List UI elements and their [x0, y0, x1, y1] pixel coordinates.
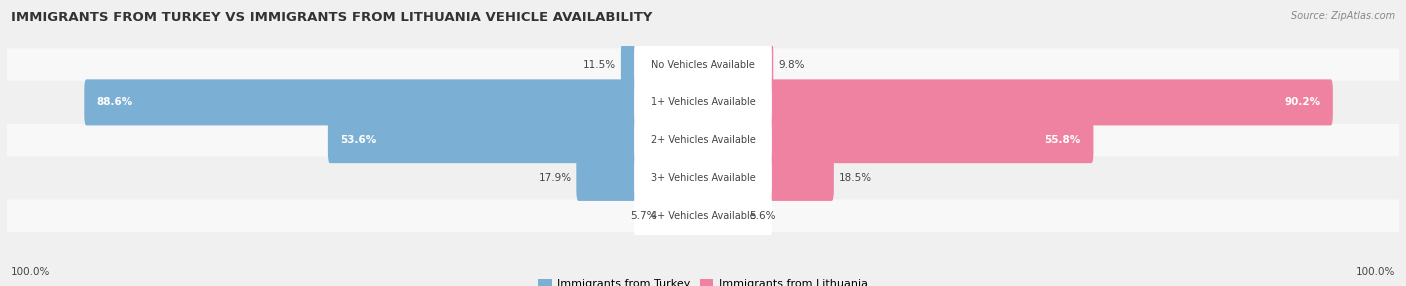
Legend: Immigrants from Turkey, Immigrants from Lithuania: Immigrants from Turkey, Immigrants from … — [538, 279, 868, 286]
FancyBboxPatch shape — [84, 79, 704, 126]
Text: 17.9%: 17.9% — [538, 173, 571, 183]
FancyBboxPatch shape — [702, 192, 744, 239]
Text: IMMIGRANTS FROM TURKEY VS IMMIGRANTS FROM LITHUANIA VEHICLE AVAILABILITY: IMMIGRANTS FROM TURKEY VS IMMIGRANTS FRO… — [11, 11, 652, 24]
FancyBboxPatch shape — [702, 79, 1333, 126]
Text: 5.6%: 5.6% — [749, 211, 776, 221]
Text: 5.7%: 5.7% — [630, 211, 657, 221]
Text: 100.0%: 100.0% — [1355, 267, 1395, 277]
Text: 3+ Vehicles Available: 3+ Vehicles Available — [651, 173, 755, 183]
FancyBboxPatch shape — [702, 155, 834, 201]
Text: 100.0%: 100.0% — [11, 267, 51, 277]
Text: No Vehicles Available: No Vehicles Available — [651, 60, 755, 69]
FancyBboxPatch shape — [0, 48, 1406, 81]
Text: 88.6%: 88.6% — [97, 98, 134, 107]
FancyBboxPatch shape — [634, 152, 772, 203]
Text: 53.6%: 53.6% — [340, 135, 377, 145]
FancyBboxPatch shape — [702, 117, 1094, 163]
Text: 55.8%: 55.8% — [1045, 135, 1081, 145]
Text: 4+ Vehicles Available: 4+ Vehicles Available — [651, 211, 755, 221]
FancyBboxPatch shape — [0, 162, 1406, 194]
FancyBboxPatch shape — [0, 86, 1406, 119]
FancyBboxPatch shape — [328, 117, 704, 163]
Text: 9.8%: 9.8% — [778, 60, 804, 69]
Text: 90.2%: 90.2% — [1284, 98, 1320, 107]
Text: 18.5%: 18.5% — [839, 173, 872, 183]
FancyBboxPatch shape — [576, 155, 704, 201]
FancyBboxPatch shape — [661, 192, 704, 239]
Text: 2+ Vehicles Available: 2+ Vehicles Available — [651, 135, 755, 145]
FancyBboxPatch shape — [634, 190, 772, 241]
FancyBboxPatch shape — [634, 115, 772, 166]
Text: 1+ Vehicles Available: 1+ Vehicles Available — [651, 98, 755, 107]
FancyBboxPatch shape — [634, 39, 772, 90]
Text: Source: ZipAtlas.com: Source: ZipAtlas.com — [1291, 11, 1395, 21]
FancyBboxPatch shape — [634, 77, 772, 128]
FancyBboxPatch shape — [621, 41, 704, 88]
Text: 11.5%: 11.5% — [583, 60, 616, 69]
FancyBboxPatch shape — [0, 199, 1406, 232]
FancyBboxPatch shape — [702, 41, 773, 88]
FancyBboxPatch shape — [0, 124, 1406, 156]
